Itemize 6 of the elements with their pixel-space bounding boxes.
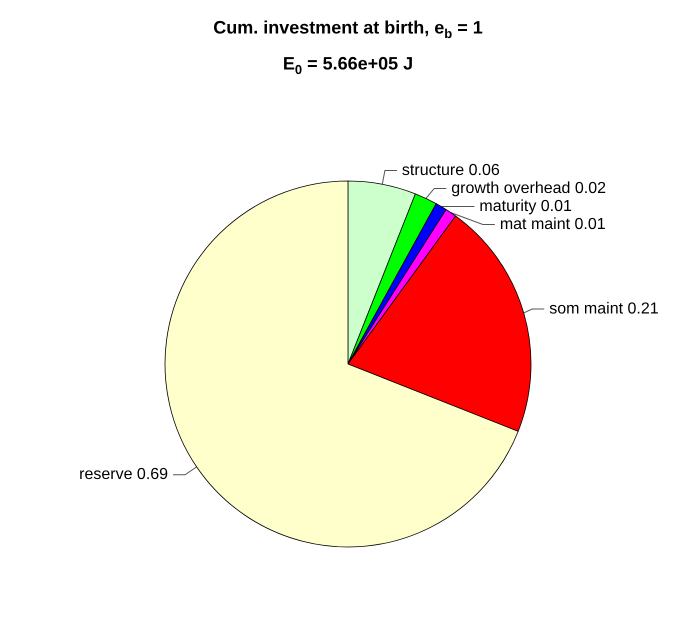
slice-label: reserve 0.69 [79,466,168,484]
slice-label: maturity 0.01 [479,198,572,215]
slice-label: som maint 0.21 [549,300,659,318]
slice-label: mat maint 0.01 [500,216,606,233]
slice-label: structure 0.06 [402,162,500,179]
slice-label: growth overhead 0.02 [451,180,606,197]
